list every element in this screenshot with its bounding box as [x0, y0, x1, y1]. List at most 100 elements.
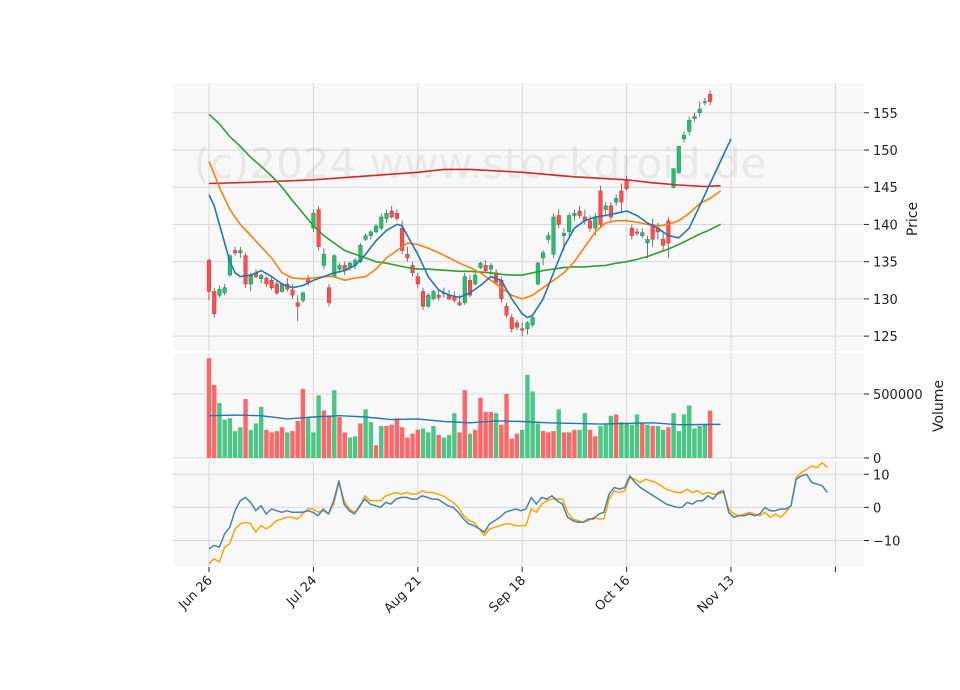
indicator-tick-label: 0 — [873, 501, 881, 516]
volume-bar-down — [540, 431, 546, 458]
candle-up — [551, 216, 556, 255]
candle-down — [467, 280, 473, 296]
volume-bar-down — [640, 423, 645, 458]
volume-bar-up — [702, 424, 708, 458]
volume-bar-down — [499, 424, 504, 458]
candle-down — [415, 276, 420, 285]
candle-up — [535, 262, 540, 285]
candle-up — [248, 274, 253, 285]
candle-up — [238, 250, 243, 253]
volume-bar-up — [556, 409, 561, 458]
volume-bar-down — [274, 431, 280, 458]
volume-bar-up — [368, 422, 374, 458]
candle-down — [504, 306, 509, 316]
volume-bar-down — [373, 445, 379, 458]
volume-bar-up — [692, 428, 697, 458]
volume-bar-down — [337, 417, 342, 458]
x-tick-label: Jun 26 — [176, 573, 216, 613]
candle-up — [473, 274, 478, 285]
volume-bar-down — [264, 429, 269, 458]
candle-down — [608, 205, 613, 218]
volume-bar-up — [332, 390, 337, 458]
candle-up — [363, 235, 368, 240]
candle-up — [478, 262, 483, 268]
volume-bar-up — [660, 429, 666, 458]
x-tick-label: Aug 21 — [381, 573, 424, 616]
price-tick-label: 130 — [873, 293, 898, 308]
candle-down — [661, 239, 666, 246]
ma-mid-line — [208, 160, 722, 300]
candle-up — [645, 239, 650, 244]
volume-bar-up — [352, 436, 358, 458]
volume-bar-up — [655, 425, 661, 458]
candle-up — [687, 119, 692, 132]
candle-up — [462, 276, 467, 303]
candle-up — [541, 252, 546, 259]
candle-down — [233, 250, 238, 253]
candle-down — [405, 253, 410, 259]
candle-down — [264, 277, 269, 285]
candle-down — [389, 210, 394, 218]
candle-up — [697, 108, 702, 114]
candle-down — [452, 297, 457, 301]
volume-bar-down — [436, 434, 441, 458]
volume-bar-up — [530, 391, 535, 458]
volume-bar-down — [295, 420, 300, 458]
candle-up — [572, 213, 577, 216]
volume-bar-down — [587, 429, 593, 458]
volume-bar-down — [613, 414, 619, 458]
candle-up — [259, 274, 264, 280]
volume-bar-up — [671, 413, 676, 458]
candle-up — [561, 233, 567, 236]
price-tick-label: 145 — [873, 181, 898, 196]
candle-up — [217, 288, 222, 296]
volume-bar-down — [410, 433, 415, 458]
volume-bar-down — [551, 431, 556, 458]
x-tick-label: Sep 18 — [486, 573, 529, 616]
volume-bar-down — [384, 425, 389, 458]
volume-bar-up — [582, 413, 588, 458]
volume-bar-down — [593, 436, 598, 458]
ma-short-line — [208, 138, 732, 319]
candle-down — [457, 302, 462, 306]
candle-down — [290, 289, 295, 296]
candle-down — [295, 302, 300, 307]
price-moving-averages — [208, 113, 732, 319]
volume-bar-down — [478, 397, 483, 458]
volume-bar-down — [457, 432, 462, 458]
candle-up — [368, 231, 373, 236]
candle-up — [593, 216, 598, 229]
candle-up — [702, 101, 707, 103]
volume-bar-up — [305, 418, 311, 458]
candle-up — [300, 292, 306, 301]
volume-bar-down — [342, 432, 347, 458]
price-tick-label: 155 — [873, 107, 898, 122]
volume-bar-up — [285, 432, 290, 458]
candle-down — [556, 215, 561, 225]
volume-bar-down — [243, 399, 248, 458]
volume-bar-up — [311, 432, 316, 458]
candle-down — [634, 231, 640, 234]
volume-bar-up — [431, 425, 436, 458]
candle-up — [603, 205, 608, 210]
candle-up — [358, 245, 363, 262]
volume-bar-down — [394, 418, 400, 458]
candle-up — [384, 213, 389, 219]
candle-down — [483, 265, 488, 271]
candle-up — [373, 225, 379, 233]
volume-tick-label: 500000 — [873, 388, 923, 403]
volume-bar-down — [509, 438, 514, 458]
volume-bar-up — [467, 433, 473, 458]
volume-bar-down — [290, 431, 295, 458]
volume-bar-up — [520, 429, 525, 458]
volume-ma-line — [208, 414, 721, 426]
volume-bar-down — [206, 358, 212, 458]
volume-bars — [206, 358, 721, 458]
candle-up — [676, 146, 681, 173]
volume-bar-down — [566, 432, 572, 458]
candle-down — [708, 93, 713, 102]
candle-up — [525, 322, 530, 329]
volume-bar-up — [629, 424, 635, 458]
volume-bar-up — [426, 432, 431, 458]
